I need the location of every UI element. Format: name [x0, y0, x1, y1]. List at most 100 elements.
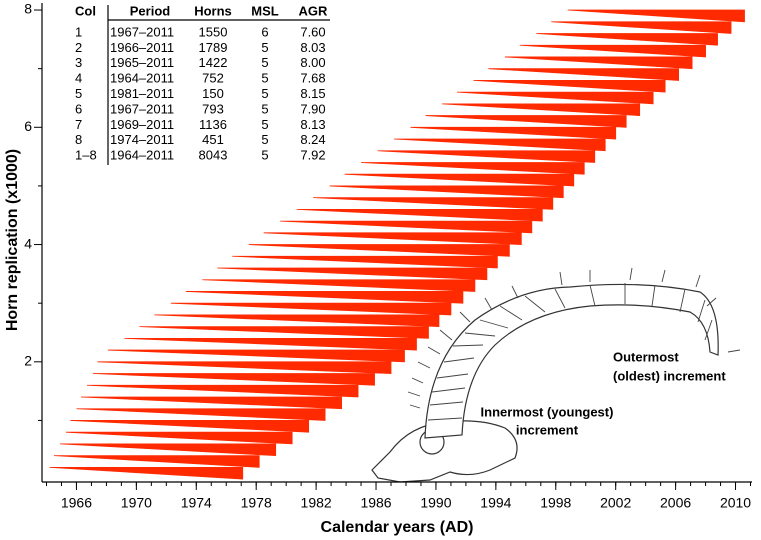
table-cell: 1789	[199, 40, 228, 55]
wedge	[313, 197, 554, 210]
wedge	[344, 173, 575, 187]
wedge	[393, 138, 606, 152]
table-cell: 793	[202, 101, 224, 116]
wedge	[567, 9, 745, 23]
table-cell: 4	[75, 71, 82, 86]
y-tick-label: 8	[24, 1, 32, 17]
horn-illustration: Outermost (oldest) increment Innermost (…	[371, 267, 741, 483]
table-cell: 150	[202, 86, 224, 101]
wedge	[361, 162, 585, 175]
horn	[424, 283, 719, 439]
annotation: (oldest) increment	[613, 368, 726, 383]
wedge	[296, 208, 543, 222]
wedge	[504, 56, 693, 70]
wedge	[377, 150, 596, 163]
wedge	[49, 466, 244, 480]
wedge	[217, 267, 488, 281]
table-cell: 1–8	[75, 148, 97, 163]
wedge	[124, 337, 417, 351]
table-header: AGR	[299, 3, 329, 18]
wedge	[488, 68, 680, 81]
horn-segments	[427, 283, 713, 421]
x-tick-label: 1974	[181, 495, 212, 511]
x-tick-label: 2006	[660, 495, 691, 511]
wedge	[410, 126, 617, 140]
wedge	[170, 302, 452, 316]
table-cell: 1136	[199, 117, 227, 132]
table-cell: 8	[75, 132, 82, 147]
x-tick-label: 1998	[540, 495, 571, 511]
wedge	[86, 384, 359, 398]
x-tick-label: 1982	[301, 495, 332, 511]
y-axis-title: Horn replication (x1000)	[4, 149, 21, 331]
table-cell: 5	[261, 132, 268, 147]
table-cell: 1965–2011	[110, 55, 174, 70]
wedge	[551, 21, 732, 34]
wedge	[53, 455, 260, 468]
x-tick-label: 1990	[420, 495, 451, 511]
wedge	[202, 279, 476, 292]
table-cell: 6	[75, 101, 82, 116]
wedge	[80, 396, 342, 410]
table-cell: 5	[261, 148, 268, 163]
table-cell: 2	[75, 40, 82, 55]
table-cell: 1966–2011	[110, 40, 174, 55]
table-cell: 1967–2011	[110, 24, 174, 39]
wedge	[70, 420, 310, 433]
table-cell: 752	[202, 71, 224, 86]
wedge	[425, 115, 627, 128]
table-header: Horns	[194, 3, 232, 18]
table-cell: 1964–2011	[110, 71, 174, 86]
table-cell: 5	[261, 117, 268, 132]
table-cell: 5	[75, 86, 82, 101]
table-cell: 1964–2011	[110, 148, 174, 163]
wedge	[248, 244, 510, 257]
wedge	[536, 33, 718, 46]
table-cell: 5	[261, 55, 268, 70]
wedge	[232, 255, 498, 269]
table-cell: 8.03	[300, 40, 325, 55]
table-cell: 451	[202, 132, 224, 147]
skull	[371, 420, 518, 483]
annotation: increment	[516, 422, 579, 437]
wedge	[329, 185, 564, 199]
table-cell: 1967–2011	[110, 101, 174, 116]
table-cell: 1974–2011	[110, 132, 174, 147]
table-cell: 1550	[199, 24, 228, 39]
wedge	[441, 103, 641, 116]
table-cell: 8.15	[300, 86, 325, 101]
wedge	[456, 91, 654, 105]
wedge	[280, 220, 533, 234]
x-tick-label: 1970	[121, 495, 152, 511]
wedge	[92, 373, 375, 386]
annotation: Outermost	[613, 349, 679, 364]
table-header: MSL	[251, 3, 279, 18]
x-tick-label: 2010	[720, 495, 751, 511]
table-cell: 1969–2011	[110, 117, 174, 132]
table-cell: 7.68	[300, 71, 325, 86]
table-cell: 5	[261, 101, 268, 116]
inset-table: Col Period Horns MSL AGR 1 1967–2011 1550 6 7.60 2…	[75, 3, 330, 165]
table-cell: 8.24	[300, 132, 325, 147]
y-tick-label: 4	[24, 235, 32, 251]
x-tick-label: 1978	[241, 495, 272, 511]
table-cell: 7.90	[300, 101, 325, 116]
table-cell: 7.60	[300, 24, 325, 39]
wedge	[473, 79, 666, 93]
wedge	[107, 349, 405, 363]
x-axis-title: Calendar years (AD)	[321, 519, 474, 536]
x-tick-label: 1966	[61, 495, 92, 511]
wedge	[97, 361, 392, 374]
wedge	[76, 408, 326, 421]
x-tick-label: 1994	[480, 495, 511, 511]
table-cell: 7.92	[300, 148, 325, 163]
table-cell: 5	[261, 71, 268, 86]
table-cell: 1	[75, 24, 82, 39]
x-tick-label: 1986	[360, 495, 391, 511]
table-cell: 1422	[199, 55, 228, 70]
table-cell: 6	[261, 24, 268, 39]
table-cell: 7	[75, 117, 82, 132]
table-cell: 8043	[199, 148, 228, 163]
wedge	[65, 431, 293, 445]
